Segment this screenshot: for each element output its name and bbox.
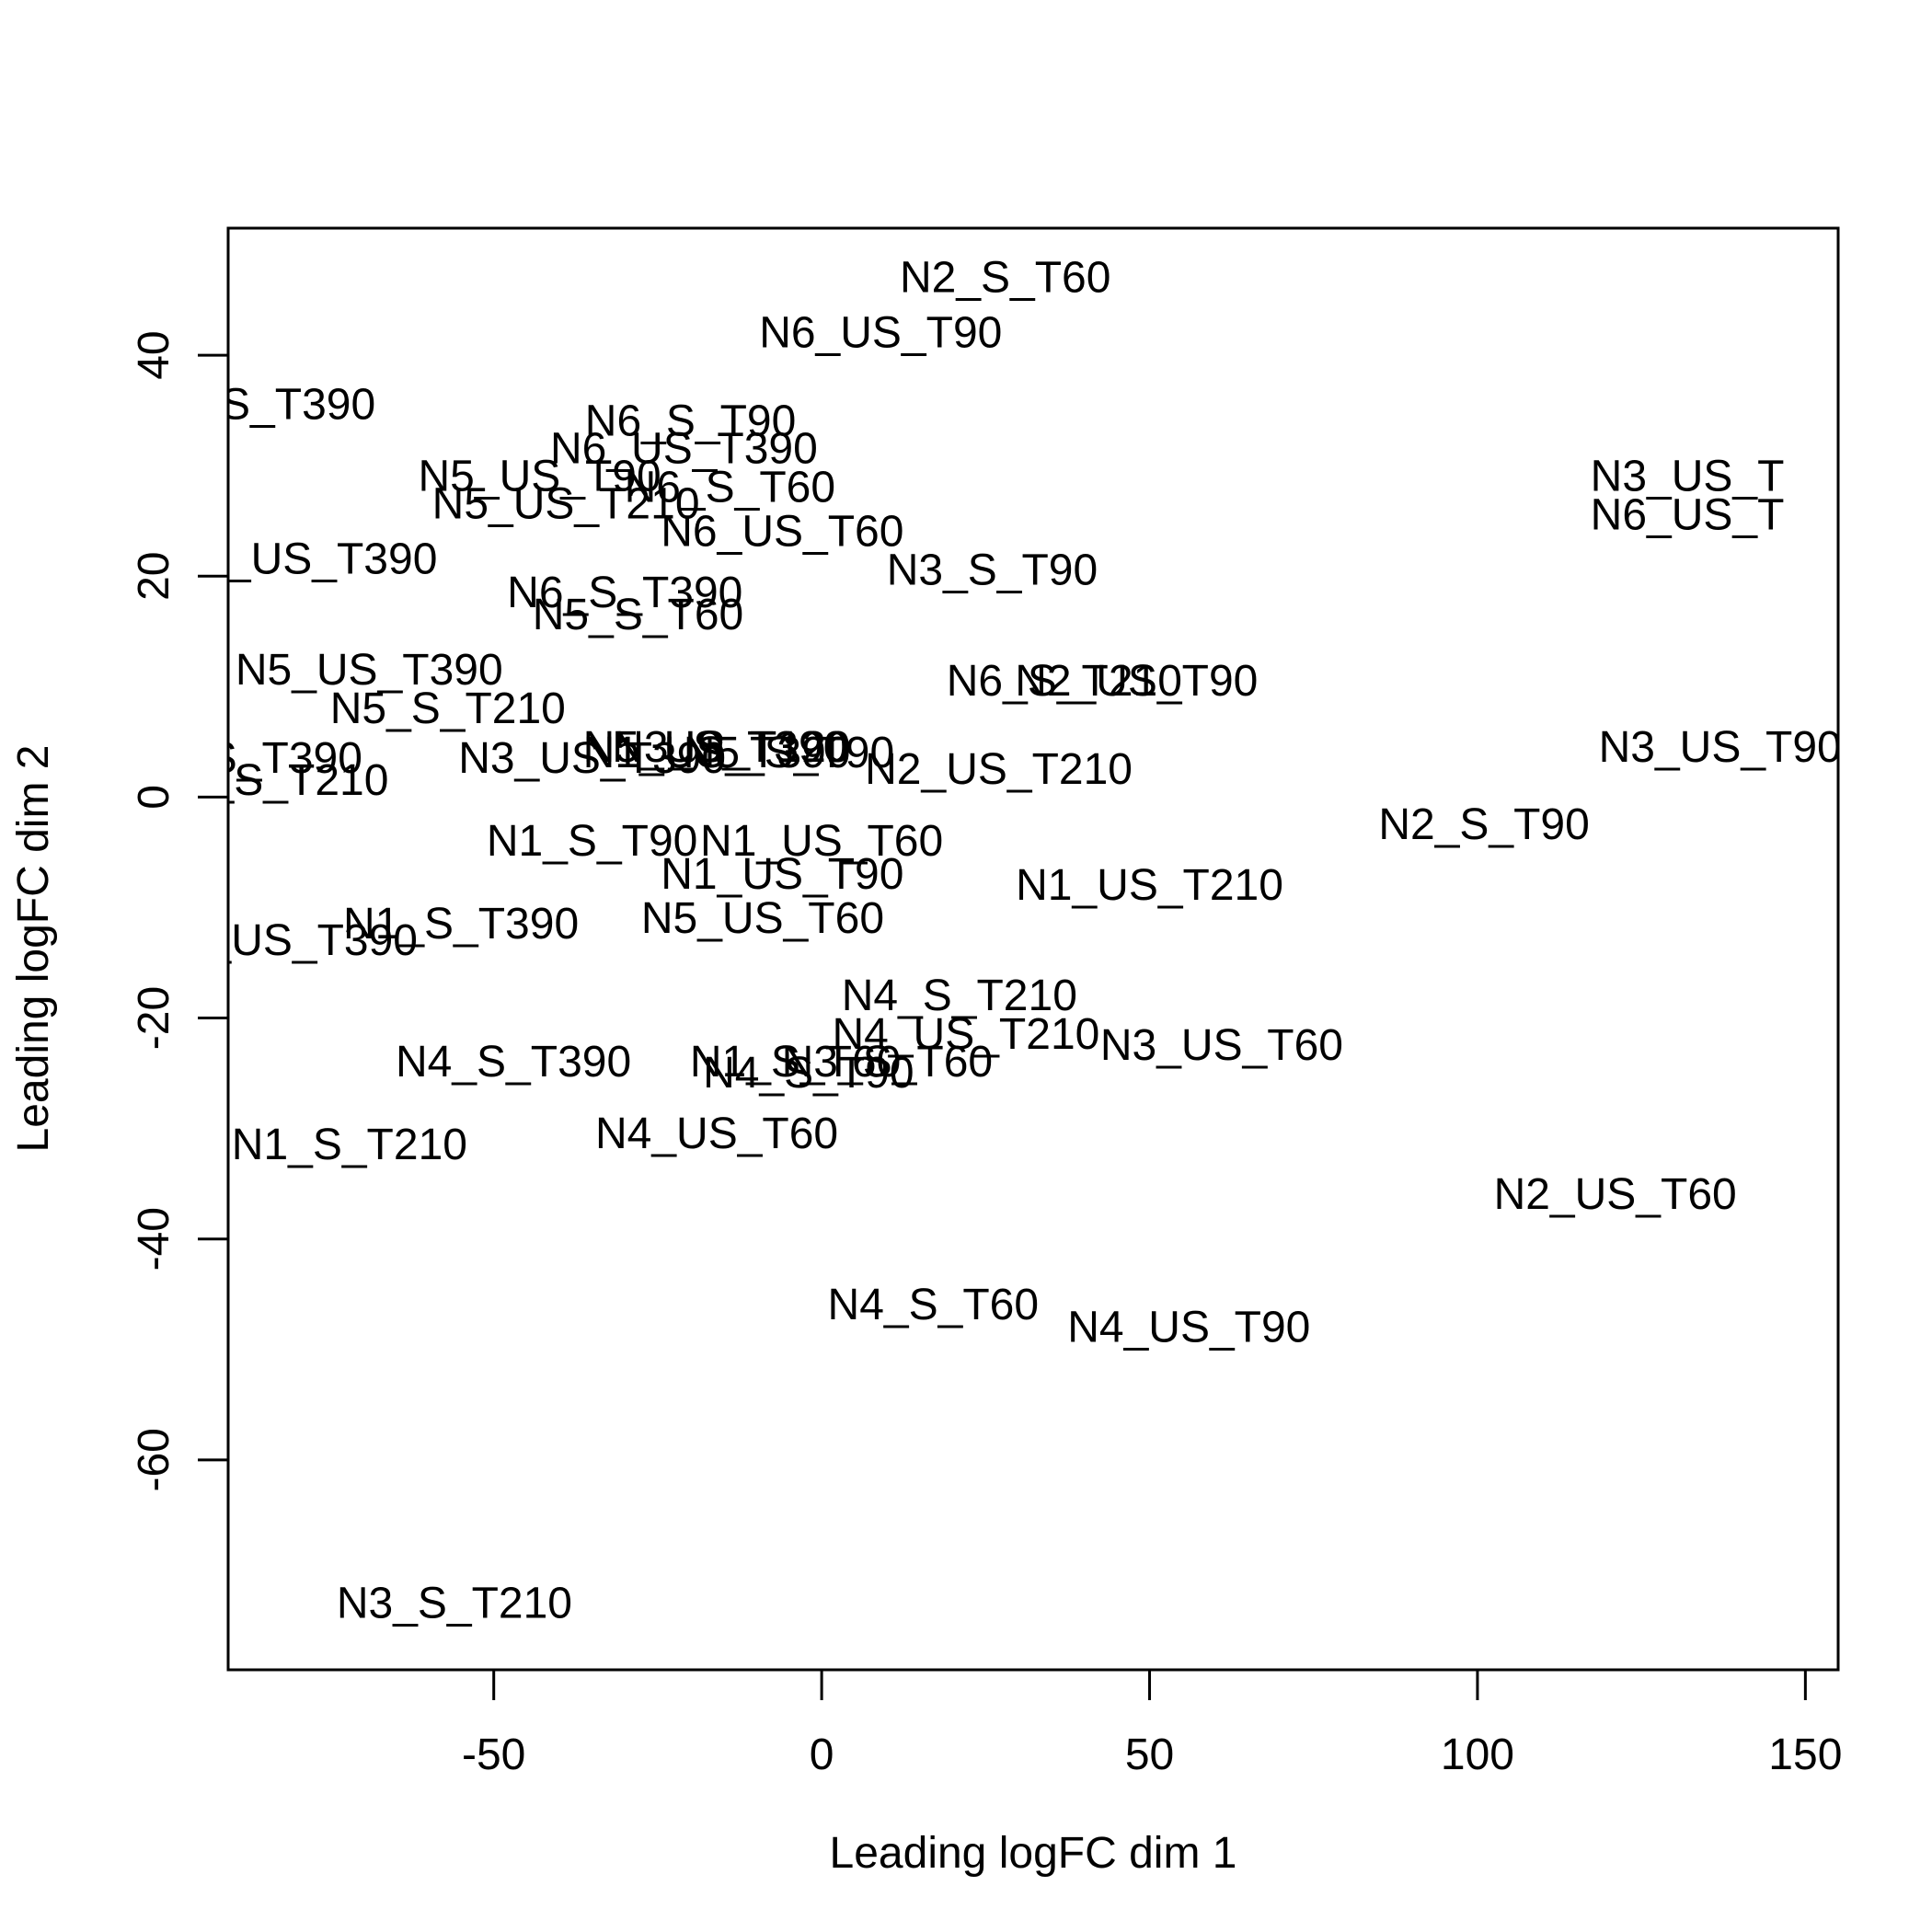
point-label: N2_S_T60 [900,254,1110,303]
point-label: N2_S_T210 [153,756,388,805]
point-label: N5_S_T60 [533,591,743,639]
point-label: N4_S_T90 [703,1049,914,1098]
point-label: N6_US_T390 [550,425,818,474]
point-label: N6_US_T90 [759,309,1002,358]
point-label: N2_US_T210 [865,745,1133,794]
point-label: N1_S_T390 [343,900,579,949]
point-label: N1_US_T90 [661,850,903,899]
point-label: N3_US_T390 [458,734,726,783]
point-label: N3_S_T390 [140,381,375,430]
point-label: N6_S_T390 [507,569,742,617]
x-tick-label: -50 [462,1731,525,1779]
y-tick-label: 20 [130,552,178,601]
y-axis: -60 -40 -20 0 20 40 [130,330,230,1492]
x-tick-label: 50 [1125,1731,1174,1779]
point-label: N1_S_T210 [232,1121,467,1169]
point-label: N6_US_T60 [661,508,903,557]
point-label: N5_US_T210 [432,480,700,529]
point-label: N3_S_T390 [127,734,362,783]
point-label: N6_S_T90 [585,397,796,446]
point-label: N4_US_T90 [1067,1303,1310,1351]
point-label: N5_US_T120 [583,723,851,772]
point-label: N4_US_T60 [595,1110,838,1158]
point-label: N5_US_T90 [419,453,661,501]
point-label: N6_US_T [1591,491,1785,540]
y-tick-label: -20 [130,986,178,1050]
point-label: N3_US_T90 [1599,723,1842,772]
plot-frame [226,226,1840,1672]
y-axis-title: Leading logFC dim 2 [9,745,58,1153]
point-label: N1_US_T390 [170,535,438,584]
point-label: N4_S_T60 [828,1281,1039,1329]
y-tick-label: -40 [130,1207,178,1271]
point-label: N3_US_T [1591,453,1785,501]
point-label: N6_S_T60 [625,464,835,512]
point-label: N1_US_T390 [150,916,418,965]
point-label: N2_US_T60 [1494,1170,1737,1219]
point-label: N5_S_T210 [330,684,566,733]
point-label: N4_S_T210 [842,972,1077,1020]
x-tick-label: 150 [1768,1731,1842,1779]
point-label: N1_US_T390 [583,729,851,777]
point-label: N3_S_T90 [887,546,1098,595]
point-label: N1_S_T60 [690,1038,901,1087]
x-axis: -50 0 50 100 150 [462,1668,1842,1779]
x-tick-label: 100 [1441,1731,1514,1779]
point-label: N1_US_T210 [1016,861,1283,910]
point-label: N3_US_T60 [1100,1021,1343,1070]
point-label: N5_S_T90 [684,729,894,777]
y-tick-label: -60 [130,1428,178,1491]
point-label: N1_S_T90 [487,817,697,866]
point-label: N1_US_T60 [700,817,943,866]
point-label: N5_US_T390 [236,646,503,695]
point-label: N4_S_T390 [396,1038,631,1087]
point-label: N3_S_T390 [612,723,847,772]
y-tick-label: 40 [130,330,178,379]
point-label: N4_US_T210 [833,1010,1100,1059]
point-label: N2_S_T90 [1378,800,1589,849]
point-label: N6_S_T210 [947,657,1182,706]
point-label: N3_S_T60 [782,1038,993,1087]
point-label: N5_US_T60 [641,894,884,943]
point-label: N2_US_T90 [1015,657,1258,706]
point-label: N3_S_T210 [337,1579,572,1627]
y-tick-label: 0 [130,785,178,810]
x-axis-title: Leading logFC dim 1 [830,1829,1237,1878]
x-tick-label: 0 [810,1731,834,1779]
